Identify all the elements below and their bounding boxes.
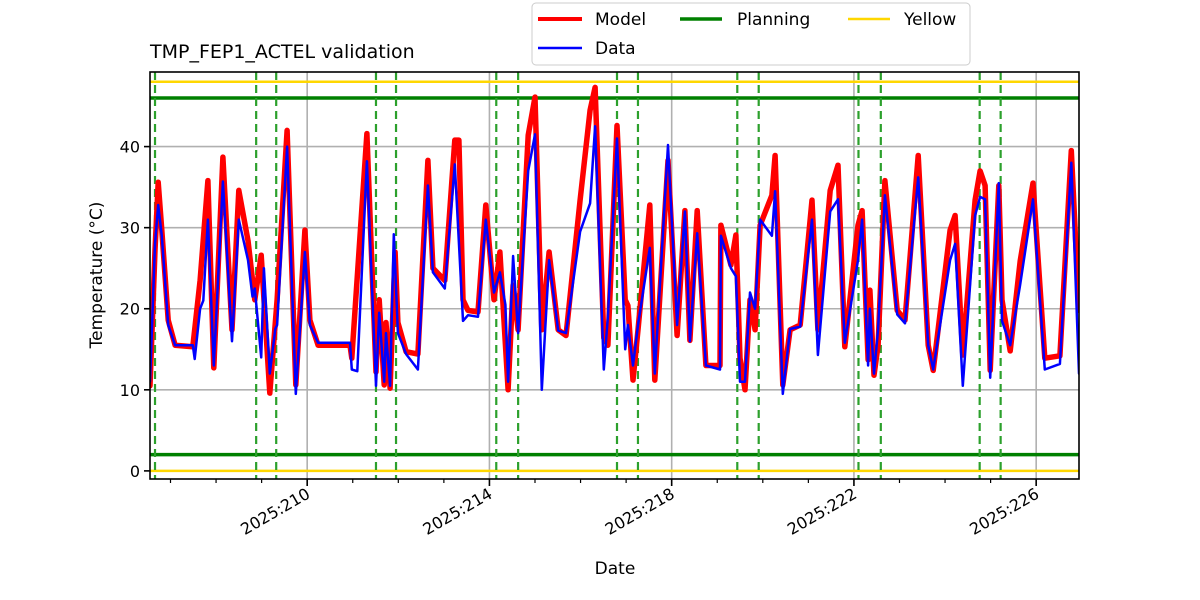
x-axis-label: Date: [595, 559, 636, 579]
y-tick-label: 30: [120, 219, 140, 238]
y-tick-label: 0: [130, 462, 140, 481]
y-tick-label: 20: [120, 300, 140, 319]
x-tick-label: 2025:210: [237, 484, 313, 539]
x-tick-label: 2025:218: [602, 484, 678, 539]
y-tick-label: 40: [120, 138, 140, 157]
legend-label-model: Model: [595, 10, 646, 30]
series-line-data: [150, 125, 1079, 396]
legend-label-yellow: Yellow: [903, 10, 956, 30]
y-tick-label: 10: [120, 381, 140, 400]
y-axis-label: Temperature (°C): [87, 202, 107, 350]
chart-title: TMP_FEP1_ACTEL validation: [149, 41, 415, 63]
x-tick-label: 2025:214: [420, 484, 496, 539]
x-tick-label: 2025:226: [966, 484, 1042, 539]
x-tick-label: 2025:222: [784, 484, 860, 539]
legend-label-planning: Planning: [737, 10, 810, 30]
limit-lines: [150, 80, 1079, 473]
event-lines: [153, 72, 1002, 479]
legend: Model Data Planning Yellow: [531, 2, 971, 66]
plot-frame: [149, 71, 1080, 480]
series: [150, 84, 1079, 396]
legend-label-data: Data: [595, 39, 636, 59]
